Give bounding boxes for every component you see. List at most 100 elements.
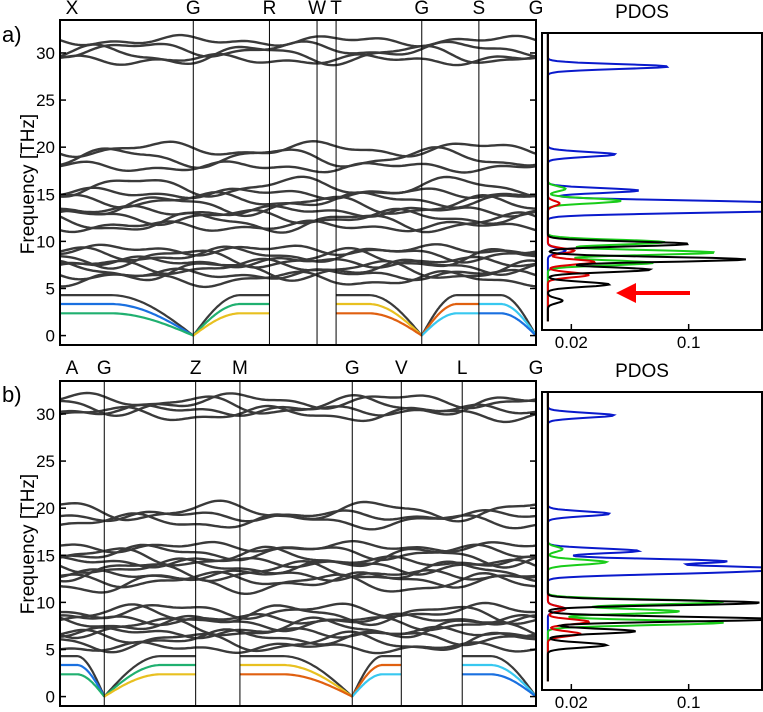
band-line [60, 211, 536, 234]
pdos-x-ticks-a: 0.02 0.1 [555, 324, 701, 352]
acoustic-branch [478, 312, 536, 337]
acoustic-branch [351, 663, 402, 698]
band-line [60, 568, 536, 582]
band-frame-b [59, 380, 537, 707]
y-tick-label: 20 [36, 499, 55, 518]
acoustic-branch [420, 302, 479, 337]
k-point-label: G [414, 0, 429, 19]
band-line [60, 186, 536, 201]
band-line [60, 160, 536, 174]
acoustic-branch [60, 312, 194, 337]
acoustic-branch [103, 663, 196, 698]
pdos-title-a: PDOS [615, 2, 669, 23]
band-line [60, 559, 536, 583]
acoustic-branch [462, 673, 536, 698]
acoustic-branch [60, 302, 194, 337]
band-line [60, 219, 536, 234]
band-line [60, 404, 536, 424]
acoustic-branch [336, 302, 423, 337]
band-line [60, 557, 536, 576]
panel-b-pdos: PDOS 0.02 0.1 [541, 361, 763, 712]
pdos-x-tick-label: 0.02 [555, 333, 588, 352]
y-tick-label: 5 [46, 279, 55, 298]
acoustic-branch [478, 302, 536, 337]
k-point-label: L [457, 358, 468, 379]
acoustic-branch [192, 294, 270, 337]
band-line [60, 269, 536, 289]
acoustic-branch [336, 294, 423, 337]
k-point-label: R [263, 0, 277, 19]
band-line [60, 193, 536, 218]
band-line [60, 52, 536, 67]
band-line [60, 146, 536, 170]
band-lines-b [60, 391, 536, 698]
panel-label-a: a) [2, 22, 22, 47]
y-tick-label: 10 [36, 232, 55, 251]
acoustic-branch [239, 663, 353, 698]
pdos-title-b: PDOS [615, 361, 669, 382]
band-line [60, 612, 536, 627]
band-line [60, 570, 536, 589]
ylabel-a: Frequency [THz] [18, 114, 39, 254]
acoustic-branch [60, 294, 194, 337]
y-ticks-b: 0 5 10 15 20 25 30 [36, 405, 536, 707]
band-line [60, 259, 536, 282]
y-tick-label: 10 [36, 593, 55, 612]
pdos-x-tick-label: 0.02 [555, 693, 588, 712]
k-point-label: A [66, 358, 79, 379]
acoustic-branch [336, 312, 423, 337]
k-point-lines-b [103, 381, 463, 706]
band-line [60, 243, 536, 257]
y-tick-label: 15 [36, 185, 55, 204]
acoustic-branch [420, 312, 479, 337]
band-line [60, 255, 536, 269]
acoustic-branch [192, 302, 270, 337]
k-point-label: G [529, 0, 544, 19]
band-line [60, 257, 536, 277]
band-line [60, 571, 536, 595]
band-line [60, 640, 536, 655]
acoustic-branch [103, 654, 196, 698]
panel-label-b: b) [2, 382, 22, 407]
band-line [60, 603, 536, 627]
band-line [60, 512, 536, 531]
band-line [60, 543, 536, 562]
y-ticks-a: 0 5 10 15 20 25 30 [36, 44, 536, 346]
y-tick-label: 20 [36, 138, 55, 157]
band-line [60, 545, 536, 569]
k-point-label: M [232, 358, 248, 379]
pdos-x-tick-label: 0.1 [677, 333, 701, 352]
k-point-label: Z [190, 358, 202, 379]
pdos-x-tick-label: 0.1 [677, 693, 701, 712]
pdos-curve [546, 392, 724, 682]
acoustic-branch [192, 312, 270, 337]
y-tick-label: 25 [36, 91, 55, 110]
y-tick-label: 5 [46, 640, 55, 659]
y-tick-label: 15 [36, 546, 55, 565]
k-point-label: G [186, 0, 201, 19]
pdos-curves-a [546, 33, 762, 322]
pdos-curve [546, 392, 762, 682]
k-point-label: S [473, 0, 486, 19]
y-tick-label: 0 [46, 688, 55, 707]
acoustic-branch [239, 673, 353, 698]
pdos-curve [546, 392, 591, 682]
band-line [60, 40, 536, 59]
pdos-arrow-a [616, 283, 690, 303]
acoustic-branch [60, 663, 106, 698]
acoustic-branch [420, 294, 479, 337]
band-line [60, 403, 536, 417]
band-lines-a [60, 33, 536, 337]
panel-a-pdos: PDOS 0.02 0.1 [541, 2, 763, 352]
pdos-x-ticks-b: 0.02 0.1 [555, 684, 701, 712]
k-point-label: V [395, 358, 408, 379]
pdos-frame-b [541, 391, 763, 691]
pdos-curve [546, 33, 597, 322]
y-tick-label: 30 [36, 405, 55, 424]
acoustic-branch [60, 654, 106, 698]
pdos-frame-a [541, 32, 763, 331]
ylabel-b: Frequency [THz] [18, 474, 39, 614]
